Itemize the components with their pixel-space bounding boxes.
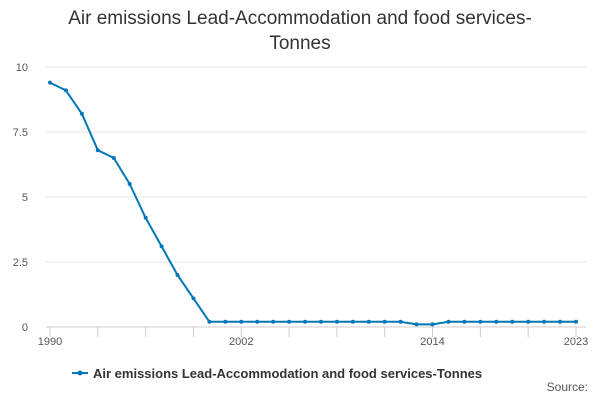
data-point[interactable] [350,319,355,324]
data-point[interactable] [207,319,212,324]
data-point[interactable] [191,296,196,301]
data-point[interactable] [526,319,531,324]
data-point[interactable] [414,322,419,327]
data-point[interactable] [79,111,84,116]
data-point[interactable] [494,319,499,324]
chart-title: Air emissions Lead-Accommodation and foo… [0,6,600,56]
data-point[interactable] [334,319,339,324]
x-tick-label: 2002 [229,336,253,348]
y-tick-label: 0 [22,322,28,334]
y-tick-label: 7.5 [13,127,28,139]
x-axis: 1990 2002 2014 2023 [38,326,588,348]
data-point[interactable] [127,182,132,186]
y-tick-label: 5 [22,192,28,204]
data-point[interactable] [223,319,228,324]
data-point[interactable] [542,319,547,324]
x-tick-label: 2014 [420,336,444,348]
chart-title-line-1: Air emissions Lead-Accommodation and foo… [68,8,532,29]
legend-label[interactable]: Air emissions Lead-Accommodation and foo… [93,366,482,381]
data-point[interactable] [558,319,563,324]
series-line-0 [49,81,576,326]
y-tick-label: 10 [16,62,28,74]
x-tick-label: 1990 [38,336,62,348]
data-point[interactable] [271,319,276,324]
data-point[interactable] [574,319,578,324]
chart-title-line-2: Tonnes [269,33,331,54]
data-point[interactable] [430,322,435,327]
data-point[interactable] [143,215,148,220]
data-point[interactable] [318,319,323,324]
data-point[interactable] [48,80,52,85]
data-point[interactable] [366,319,371,324]
data-point[interactable] [175,273,180,277]
data-point[interactable] [239,319,244,324]
data-point[interactable] [287,319,292,324]
series-group [48,80,578,327]
legend-marker-icon [77,370,83,376]
legend[interactable]: Air emissions Lead-Accommodation and foo… [72,366,482,381]
data-point[interactable] [111,156,116,160]
data-point[interactable] [63,88,68,93]
data-point[interactable] [159,244,164,249]
data-point[interactable] [462,319,467,324]
data-point[interactable] [478,319,483,324]
data-point[interactable] [95,148,100,153]
data-point[interactable] [398,319,403,324]
y-tick-label: 2.5 [13,257,28,269]
gridlines [46,66,586,328]
data-point[interactable] [446,319,451,324]
data-point[interactable] [255,319,260,324]
data-point[interactable] [382,319,387,324]
source-label: Source: [546,380,588,394]
x-tick-label: 2023 [564,336,588,348]
y-axis: 0 2.5 5 7.5 10 [13,62,28,334]
data-point[interactable] [303,319,308,324]
data-point[interactable] [510,319,515,324]
